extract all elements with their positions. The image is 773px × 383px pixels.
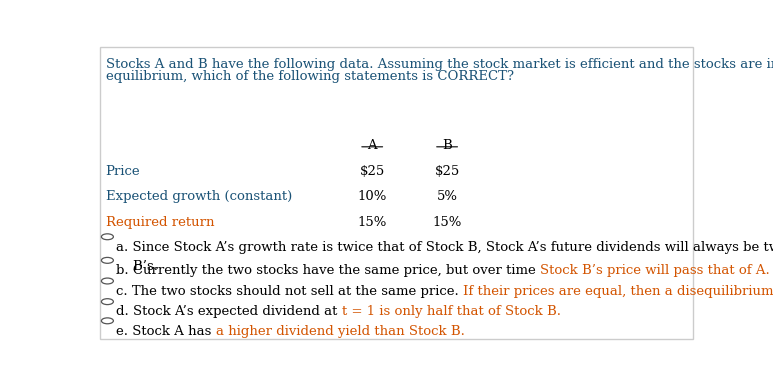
Text: Expected growth (constant): Expected growth (constant) — [106, 190, 292, 203]
Text: A: A — [367, 139, 377, 152]
Text: $25: $25 — [434, 165, 460, 178]
Text: a. Since Stock A’s growth rate is twice that of Stock B, Stock A’s future divide: a. Since Stock A’s growth rate is twice … — [117, 241, 773, 254]
Text: 15%: 15% — [432, 216, 461, 229]
Text: Price: Price — [106, 165, 140, 178]
Text: a higher dividend yield than Stock B.: a higher dividend yield than Stock B. — [216, 325, 465, 338]
Text: $25: $25 — [359, 165, 385, 178]
Text: e. Stock A has: e. Stock A has — [117, 325, 216, 338]
Text: Stock B’s price will pass that of A.: Stock B’s price will pass that of A. — [540, 264, 770, 277]
Text: Stocks A and B have the following data. Assuming the stock market is efficient a: Stocks A and B have the following data. … — [106, 58, 773, 71]
Text: d. Stock A’s expected dividend at: d. Stock A’s expected dividend at — [117, 306, 342, 319]
Text: If their prices are equal, then a disequilibrium must exist.: If their prices are equal, then a disequ… — [463, 285, 773, 298]
Text: b. Currently the two stocks have the same price, but over time: b. Currently the two stocks have the sam… — [117, 264, 540, 277]
FancyBboxPatch shape — [100, 47, 693, 339]
Text: t = 1 is only half that of Stock B.: t = 1 is only half that of Stock B. — [342, 306, 561, 319]
Text: Required return: Required return — [106, 216, 214, 229]
Text: B’s.: B’s. — [117, 260, 158, 273]
Text: c. The two stocks should not sell at the same price.: c. The two stocks should not sell at the… — [117, 285, 463, 298]
Text: B: B — [442, 139, 452, 152]
Text: equilibrium, which of the following statements is CORRECT?: equilibrium, which of the following stat… — [106, 70, 513, 83]
Text: 15%: 15% — [357, 216, 387, 229]
Text: 5%: 5% — [437, 190, 458, 203]
Text: 10%: 10% — [357, 190, 387, 203]
